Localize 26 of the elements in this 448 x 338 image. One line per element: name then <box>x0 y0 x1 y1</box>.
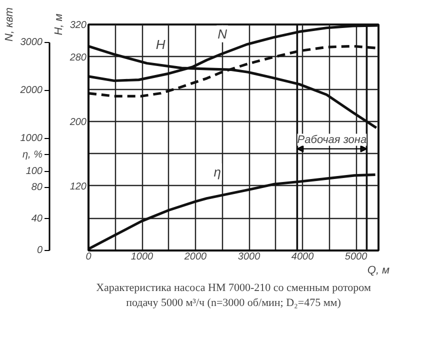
series-label: H <box>156 37 166 52</box>
y-tick-label: 120 <box>70 181 87 192</box>
x-tick-label: 4000 <box>291 252 314 262</box>
text: Характеристика насоса НМ 7000-210 со сменным ротором <box>96 282 371 294</box>
y-axis-title: H, м <box>52 13 65 36</box>
y2-axis-title: N, квт <box>3 7 16 42</box>
text: подачу 5000 м³/ч (n=3000 об/мин; D₂=475 мм) <box>126 297 342 309</box>
ref-line-label: Рабочая зона <box>297 134 367 146</box>
y-tick-label: 320 <box>70 20 87 31</box>
x-tick-label: 5000 <box>344 252 368 262</box>
y3-tick-label: 40 <box>31 213 43 224</box>
y-tick-label: 280 <box>68 52 87 64</box>
y3-tick-label: 100 <box>26 166 43 177</box>
y2-tick-label: 2000 <box>19 84 43 96</box>
y3-axis-title: η, % <box>22 149 43 160</box>
series-label: N <box>218 26 228 42</box>
x-axis-title: Q, м <box>367 264 390 276</box>
x-tick-label: 3000 <box>238 252 261 262</box>
series-label: η <box>214 164 221 180</box>
x-tick-label: 1000 <box>130 252 154 262</box>
x-tick-label: 0 <box>86 252 92 262</box>
y-tick-label: 200 <box>68 116 87 128</box>
y3-tick-label: 80 <box>31 182 43 193</box>
y2-tick-label: 3000 <box>20 36 43 48</box>
x-tick-label: 2000 <box>183 252 208 262</box>
y2-tick-label: 1000 <box>20 132 43 144</box>
